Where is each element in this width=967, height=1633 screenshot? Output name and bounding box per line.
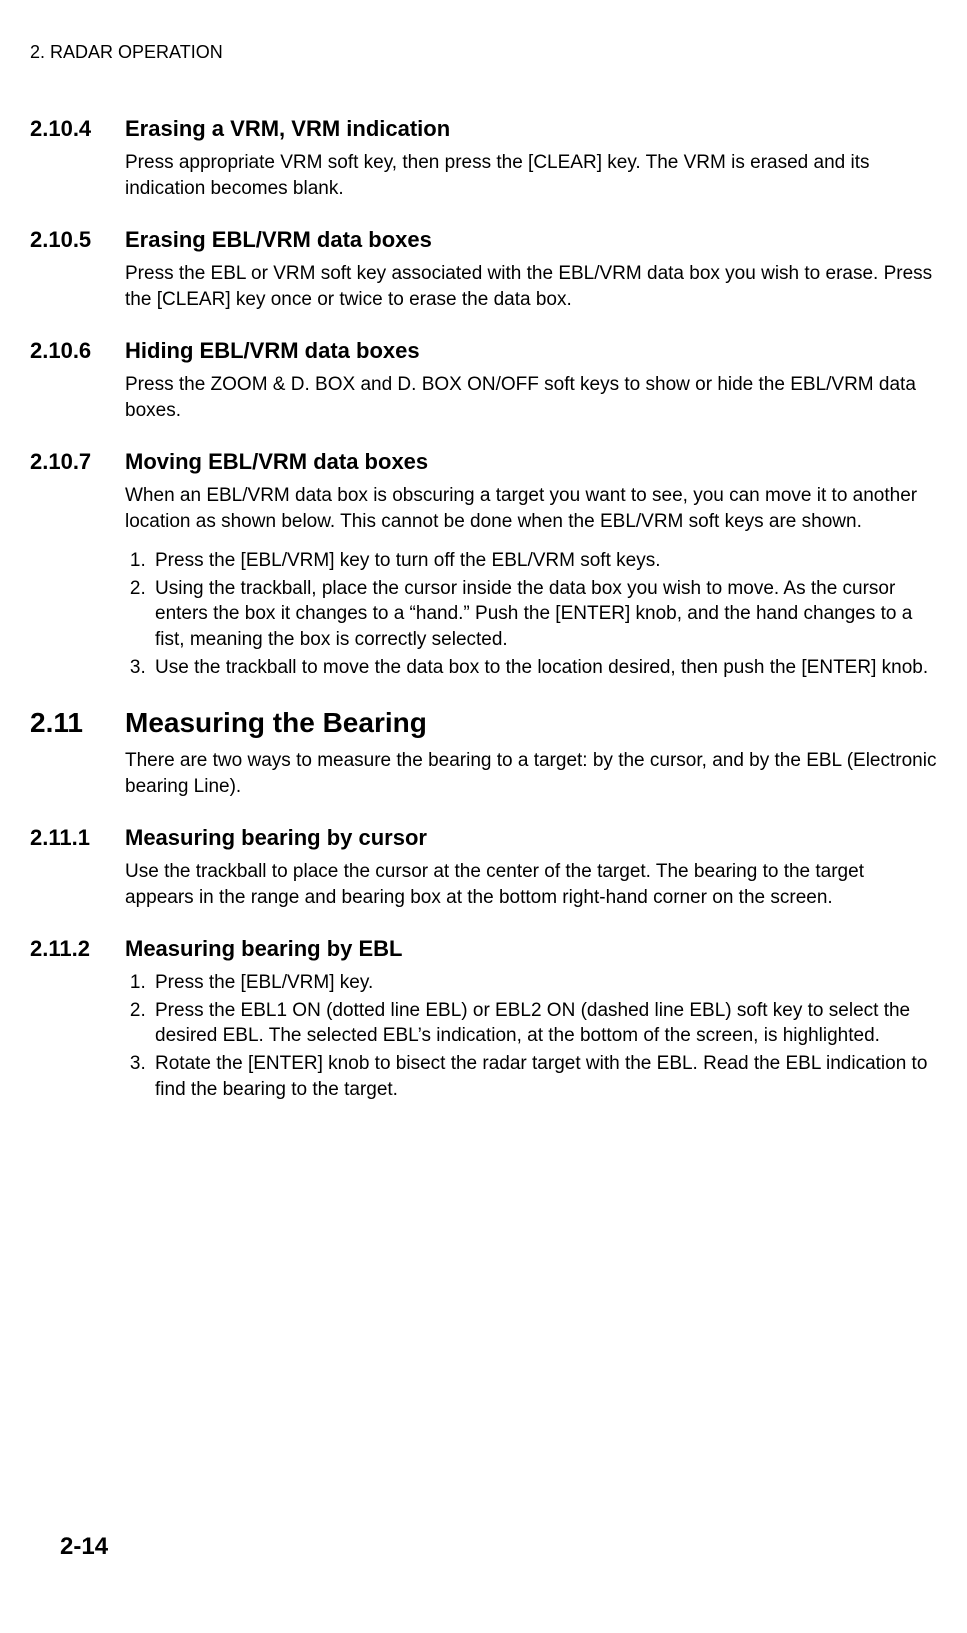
section-number: 2.10.5	[30, 225, 125, 255]
section-title: Measuring bearing by cursor	[125, 823, 427, 853]
section-number: 2.11.2	[30, 934, 125, 964]
section: 2.11.1Measuring bearing by cursor Use the…	[30, 823, 937, 910]
section-body: Press the ZOOM & D. BOX and D. BOX ON/OF…	[125, 372, 937, 423]
section-body: Press appropriate VRM soft key, then pre…	[125, 150, 937, 201]
section-heading: 2.10.4Erasing a VRM, VRM indication	[30, 114, 937, 144]
section-title: Hiding EBL/VRM data boxes	[125, 336, 420, 366]
section-title: Moving EBL/VRM data boxes	[125, 447, 428, 477]
step-item: Press the [EBL/VRM] key.	[151, 970, 937, 996]
section-number: 2.11	[30, 704, 125, 742]
section-heading: 2.11.1Measuring bearing by cursor	[30, 823, 937, 853]
step-item: Press the EBL1 ON (dotted line EBL) or E…	[151, 998, 937, 1049]
sections-container: 2.10.4Erasing a VRM, VRM indication Press…	[30, 114, 937, 1102]
section-body: Press the [EBL/VRM] key.Press the EBL1 O…	[125, 970, 937, 1102]
section-body: Use the trackball to place the cursor at…	[125, 859, 937, 910]
section: 2.10.6Hiding EBL/VRM data boxes Press the…	[30, 336, 937, 423]
section: 2.10.7Moving EBL/VRM data boxes When an E…	[30, 447, 937, 680]
section: 2.10.4Erasing a VRM, VRM indication Press…	[30, 114, 937, 201]
step-item: Use the trackball to move the data box t…	[151, 655, 937, 681]
section: 2.10.5Erasing EBL/VRM data boxes Press th…	[30, 225, 937, 312]
section-body: Press the EBL or VRM soft key associated…	[125, 261, 937, 312]
section-paragraph: When an EBL/VRM data box is obscuring a …	[125, 483, 937, 534]
section-number: 2.10.4	[30, 114, 125, 144]
section-paragraph: Press appropriate VRM soft key, then pre…	[125, 150, 937, 201]
section-number: 2.10.7	[30, 447, 125, 477]
section-body: There are two ways to measure the bearin…	[125, 748, 937, 799]
section-number: 2.10.6	[30, 336, 125, 366]
section-body: When an EBL/VRM data box is obscuring a …	[125, 483, 937, 680]
section-heading: 2.11.2Measuring bearing by EBL	[30, 934, 937, 964]
section-paragraph: Use the trackball to place the cursor at…	[125, 859, 937, 910]
section: 2.11.2Measuring bearing by EBL Press the …	[30, 934, 937, 1102]
section-heading: 2.10.7Moving EBL/VRM data boxes	[30, 447, 937, 477]
page-number: 2-14	[60, 1531, 108, 1563]
section-number: 2.11.1	[30, 823, 125, 853]
step-list: Press the [EBL/VRM] key.Press the EBL1 O…	[125, 970, 937, 1102]
page-header: 2. RADAR OPERATION	[30, 40, 937, 64]
section-heading: 2.10.5Erasing EBL/VRM data boxes	[30, 225, 937, 255]
step-list: Press the [EBL/VRM] key to turn off the …	[125, 548, 937, 680]
step-item: Using the trackball, place the cursor in…	[151, 576, 937, 653]
step-item: Press the [EBL/VRM] key to turn off the …	[151, 548, 937, 574]
section: 2.11Measuring the Bearing There are two w…	[30, 704, 937, 799]
section-title: Measuring the Bearing	[125, 704, 427, 742]
section-paragraph: Press the EBL or VRM soft key associated…	[125, 261, 937, 312]
section-heading: 2.11Measuring the Bearing	[30, 704, 937, 742]
section-heading: 2.10.6Hiding EBL/VRM data boxes	[30, 336, 937, 366]
section-paragraph: Press the ZOOM & D. BOX and D. BOX ON/OF…	[125, 372, 937, 423]
section-title: Erasing a VRM, VRM indication	[125, 114, 450, 144]
section-title: Measuring bearing by EBL	[125, 934, 403, 964]
section-paragraph: There are two ways to measure the bearin…	[125, 748, 937, 799]
section-title: Erasing EBL/VRM data boxes	[125, 225, 432, 255]
step-item: Rotate the [ENTER] knob to bisect the ra…	[151, 1051, 937, 1102]
